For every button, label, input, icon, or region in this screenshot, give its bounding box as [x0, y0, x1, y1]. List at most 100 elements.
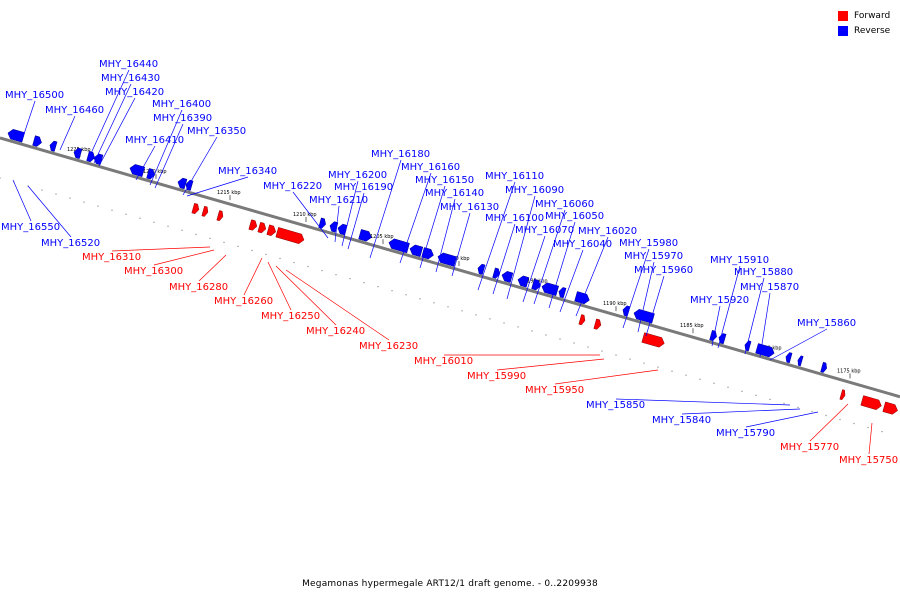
gene-label: MHY_15790	[716, 428, 775, 439]
gene-label: MHY_16440	[99, 59, 158, 70]
label-leader-line	[717, 265, 741, 349]
strand-dot	[321, 269, 323, 272]
label-leader-line	[769, 328, 828, 361]
reverse-gene	[785, 352, 793, 364]
strand-dot	[475, 314, 477, 316]
strand-dot	[307, 265, 309, 268]
label-leader-line	[554, 369, 659, 385]
legend-forward-label: Forward	[854, 10, 891, 21]
label-leader-line	[153, 249, 215, 266]
gene-label: MHY_15950	[525, 385, 584, 396]
label-leader-line	[744, 277, 765, 355]
forward-gene	[641, 332, 665, 348]
gene-label: MHY_15750	[839, 455, 898, 466]
label-leader-line	[681, 408, 801, 415]
reverse-gene	[146, 168, 155, 180]
strand-dot	[503, 322, 505, 324]
strand-dot	[489, 318, 491, 320]
strand-dot	[559, 338, 561, 340]
reverse-swatch	[838, 25, 848, 36]
gene-label: MHY_16230	[359, 341, 418, 352]
strand-dot	[699, 378, 701, 380]
label-leader-line	[496, 358, 605, 371]
gene-label: MHY_16300	[124, 266, 183, 277]
strand-dot	[643, 362, 645, 364]
strand-dot	[587, 346, 589, 348]
strand-dot	[685, 374, 687, 376]
strand-dot	[251, 249, 253, 252]
gene-label: MHY_15850	[586, 400, 645, 411]
label-leader-line	[399, 172, 432, 264]
legend: Forward Reverse	[838, 8, 890, 38]
label-leader-line	[615, 398, 791, 406]
strand-dot	[881, 430, 883, 433]
strand-dot	[811, 410, 813, 413]
label-leader-line	[87, 69, 130, 161]
label-leader-line	[98, 97, 136, 167]
strand-dot	[867, 426, 869, 429]
tick-label: 1205 kbp	[370, 234, 394, 240]
label-leader-line	[419, 185, 446, 269]
forward-swatch	[838, 10, 848, 21]
gene-label: MHY_16200	[328, 170, 387, 181]
strand-dot	[69, 197, 71, 199]
strand-dot	[41, 189, 43, 191]
strand-dot	[265, 253, 267, 256]
label-leader-line	[12, 179, 32, 222]
strand-dot	[223, 241, 225, 243]
strand-dot	[181, 229, 183, 231]
gene-label: MHY_16260	[214, 296, 273, 307]
strand-dot	[839, 418, 841, 421]
tick-label: 1175 kbp	[837, 368, 861, 374]
label-leader-line	[745, 411, 819, 428]
strand-dot	[237, 245, 239, 248]
reverse-gene	[93, 153, 104, 166]
strand-dot	[573, 342, 575, 344]
strand-dot	[629, 358, 631, 360]
gene-label: MHY_16020	[578, 226, 637, 237]
label-leader-line	[111, 246, 211, 252]
gene-label: MHY_16010	[414, 356, 473, 367]
forward-gene	[860, 395, 882, 410]
reverse-gene	[558, 287, 567, 299]
forward-gene	[275, 227, 305, 244]
strand-dot	[391, 290, 393, 292]
strand-dot	[349, 278, 351, 280]
gene-label: MHY_15970	[624, 251, 683, 262]
reverse-gene	[337, 223, 348, 236]
reverse-gene	[797, 355, 804, 367]
strand-dot	[853, 422, 855, 425]
strand-dot	[713, 382, 715, 384]
strand-dot	[769, 398, 771, 400]
strand-dot	[0, 177, 1, 179]
strand-dot	[461, 310, 463, 312]
gene-label: MHY_16410	[125, 135, 184, 146]
strand-dot	[195, 233, 197, 235]
gene-label: MHY_15880	[734, 267, 793, 278]
strand-dot	[293, 261, 295, 264]
label-leader-line	[341, 180, 359, 247]
gene-label: MHY_15960	[634, 265, 693, 276]
gene-label: MHY_16430	[101, 73, 160, 84]
gene-label: MHY_15860	[797, 318, 856, 329]
label-leader-line	[285, 269, 390, 341]
gene-label: MHY_16050	[545, 211, 604, 222]
strand-dot	[433, 302, 435, 304]
label-leader-line	[292, 191, 329, 239]
gene-label: MHY_15920	[690, 295, 749, 306]
gene-label: MHY_16110	[485, 171, 544, 182]
gene-label: MHY_15770	[780, 442, 839, 453]
strand-dot	[447, 306, 449, 308]
label-leader-line	[622, 248, 650, 329]
strand-dot	[615, 354, 617, 356]
label-leader-line	[711, 305, 721, 347]
gene-label: MHY_16520	[41, 238, 100, 249]
label-leader-line	[506, 195, 536, 300]
genome-backbone	[0, 136, 900, 399]
label-leader-line	[275, 265, 337, 326]
label-leader-line	[559, 249, 584, 313]
forward-gene	[266, 224, 277, 236]
gene-label: MHY_16180	[371, 149, 430, 160]
gene-label: MHY_16550	[1, 222, 60, 233]
